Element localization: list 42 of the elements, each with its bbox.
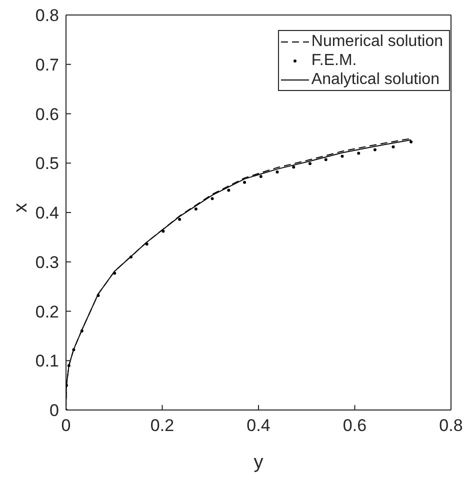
y-tick-label: 0.8	[35, 6, 59, 26]
y-tick-label: 0.7	[35, 55, 59, 74]
point	[80, 330, 84, 332]
x-tick-label: 0.6	[342, 416, 367, 436]
point	[178, 218, 182, 221]
point	[227, 188, 230, 192]
y-tick-label: 0.3	[35, 252, 59, 272]
y-tick-label: 0.1	[35, 352, 59, 371]
x-tick-label: 0	[61, 416, 71, 436]
point	[243, 180, 246, 184]
y-tick-label: 0.5	[35, 154, 59, 174]
point	[308, 162, 312, 166]
x-tick-label: 0.2	[150, 416, 174, 436]
point	[72, 348, 76, 352]
legend-label: Analytical solution	[311, 70, 440, 89]
legend-label: Numerical solution	[311, 32, 443, 51]
point	[276, 170, 279, 174]
y-tick-label: 0.2	[35, 302, 59, 322]
point	[67, 364, 70, 368]
point	[357, 152, 360, 155]
x-axis-title: y	[254, 452, 264, 473]
point	[292, 166, 296, 169]
legend-label: F.E.M.	[311, 51, 357, 70]
point	[210, 197, 214, 200]
point	[145, 242, 148, 246]
point	[162, 230, 165, 233]
x-tick-label: 0.4	[246, 416, 270, 436]
x-tick-label: 0.8	[439, 416, 463, 436]
point	[96, 294, 100, 297]
point	[113, 272, 116, 275]
point	[410, 140, 413, 144]
point	[194, 208, 198, 211]
point	[259, 174, 262, 178]
point	[392, 145, 395, 148]
y-tick-label: 0.4	[35, 204, 59, 223]
point	[373, 148, 376, 152]
point	[324, 158, 328, 162]
point	[340, 154, 344, 158]
y-axis-title: x	[10, 202, 32, 212]
point	[129, 255, 132, 258]
y-tick-label: 0.6	[35, 104, 59, 124]
y-tick-label: 0	[50, 401, 59, 420]
